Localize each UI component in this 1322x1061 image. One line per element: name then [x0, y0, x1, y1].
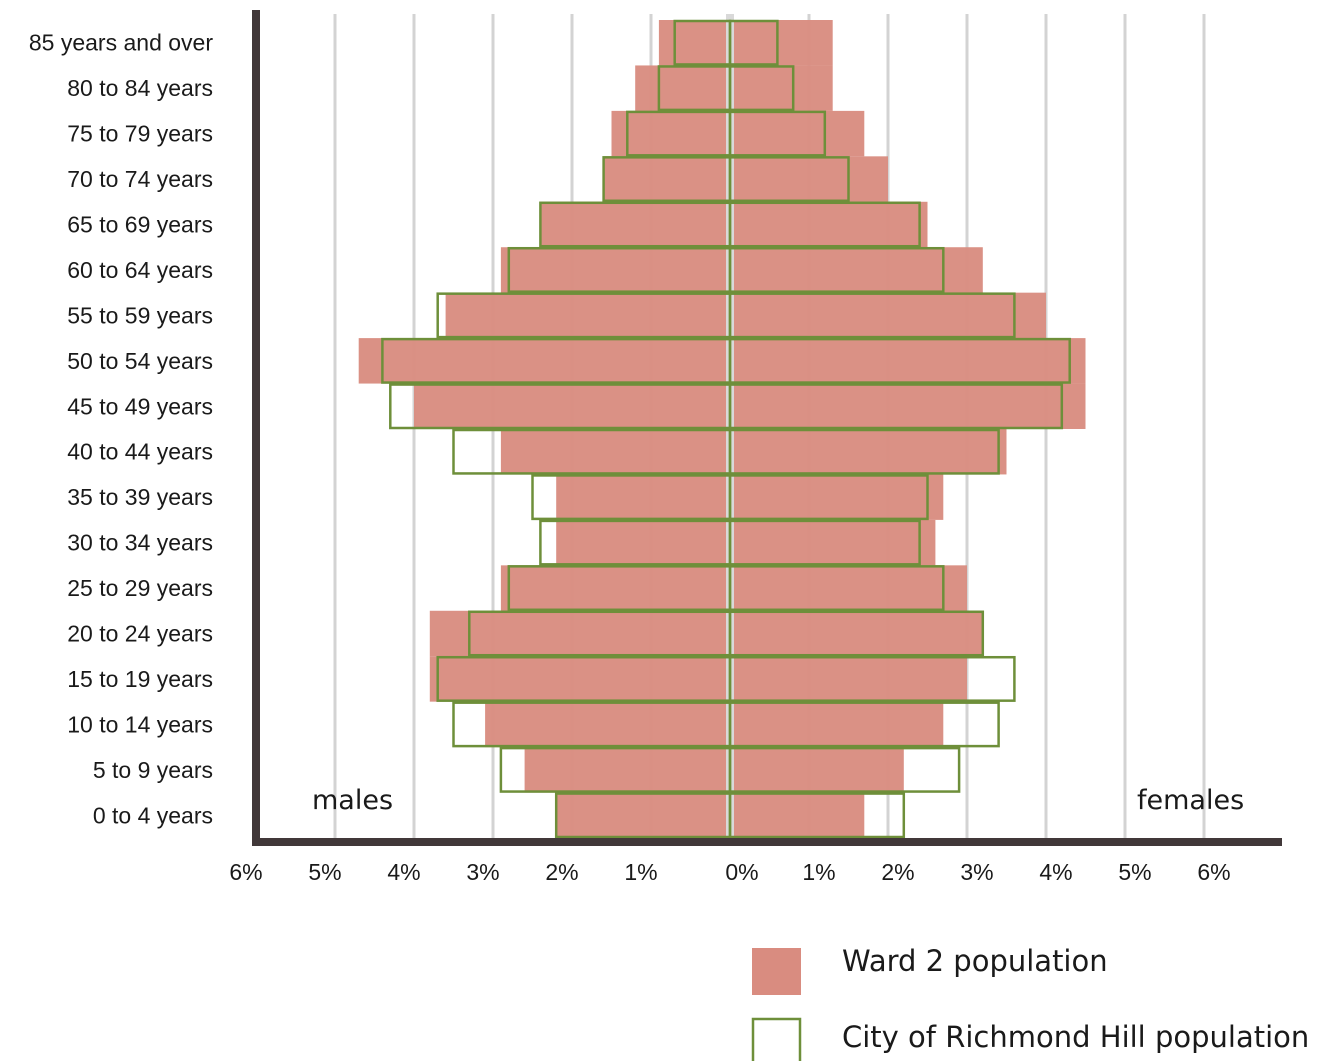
ward-2-male-bar — [485, 701, 730, 748]
axes — [252, 10, 1282, 846]
richmond-hill-female-outline — [728, 65, 795, 112]
x-tick-label: 4% — [387, 859, 420, 885]
age-group-label: 0 to 4 years — [93, 802, 213, 828]
richmond-hill-female-outline — [728, 19, 779, 66]
age-group-label: 80 to 84 years — [67, 75, 213, 101]
ward-2-female-bar — [730, 247, 983, 293]
x-tick-label: 4% — [1039, 859, 1072, 885]
age-group-label: 65 to 69 years — [67, 212, 213, 238]
ward-2-female-bar — [730, 519, 936, 566]
age-group-label: 25 to 29 years — [67, 575, 213, 601]
richmond-hill-female-outline — [728, 383, 1064, 430]
ward-2-male-bar — [556, 519, 730, 566]
richmond-hill-female-outline — [728, 792, 906, 839]
age-group-label: 75 to 79 years — [67, 121, 213, 147]
ward-2-male-bar — [540, 201, 730, 248]
x-tick-label: 1% — [802, 859, 835, 885]
age-group-label: 30 to 34 years — [67, 530, 213, 556]
ward-2-female-bar — [730, 65, 833, 111]
legend-label-ward-2: Ward 2 population — [842, 944, 1108, 978]
ward-2-male-bar — [556, 474, 730, 520]
x-tick-label: 5% — [308, 859, 341, 885]
x-tick-label: 2% — [545, 859, 578, 885]
ward-2-female-bar — [730, 701, 944, 748]
x-tick-label: 3% — [960, 859, 993, 885]
age-group-label: 55 to 59 years — [67, 302, 213, 328]
ward-2-male-bar — [603, 156, 730, 202]
x-tick-label: 5% — [1118, 859, 1151, 885]
ward-2-male-bar — [445, 292, 730, 339]
age-group-label: 10 to 14 years — [67, 711, 213, 737]
richmond-hill-female-outline — [728, 337, 1071, 384]
x-tick-label: 6% — [1197, 859, 1230, 885]
ward-2-male-bar — [635, 65, 730, 111]
legend-swatch-richmond-hill — [751, 1017, 802, 1061]
richmond-hill-outlines — [381, 19, 1071, 839]
age-group-label: 50 to 54 years — [67, 348, 213, 374]
richmond-hill-female-outline — [728, 246, 945, 293]
ward-2-female-bar — [730, 110, 865, 157]
ward-2-female-bar — [730, 656, 967, 702]
ward-2-male-bar — [658, 20, 730, 66]
ward-2-female-bar — [730, 474, 944, 520]
richmond-hill-female-outline — [728, 565, 945, 612]
ward-2-female-bar — [730, 201, 928, 248]
richmond-hill-female-outline — [728, 201, 921, 248]
ward-2-female-bar — [730, 156, 888, 202]
age-group-label: 60 to 64 years — [67, 257, 213, 283]
richmond-hill-female-outline — [728, 292, 1016, 339]
ward-2-male-bar — [414, 383, 730, 429]
age-group-label: 40 to 44 years — [67, 439, 213, 465]
age-group-label: 35 to 39 years — [67, 484, 213, 510]
age-group-label: 20 to 24 years — [67, 621, 213, 647]
richmond-hill-female-outline — [728, 655, 1016, 702]
age-group-label: 85 years and over — [29, 30, 213, 56]
richmond-hill-female-outline — [728, 474, 929, 521]
ward-2-female-bar — [730, 792, 865, 838]
richmond-hill-female-outline — [728, 610, 985, 657]
x-tick-label: 1% — [624, 859, 657, 885]
ward-2-male-bar — [500, 247, 730, 293]
richmond-hill-female-outline — [728, 701, 1000, 748]
ward-2-female-bar — [730, 20, 833, 66]
ward-2-male-bar — [429, 656, 730, 702]
x-tick-label: 3% — [466, 859, 499, 885]
ward-2-female-bar — [730, 383, 1086, 429]
ward-2-male-bar — [500, 429, 730, 475]
ward-2-male-bar — [358, 338, 730, 384]
age-group-label: 15 to 19 years — [67, 666, 213, 692]
x-tick-labels: 6% 5% 4% 3% 2% 1% 0% 1% 2% 3% 4% 5% 6% — [229, 859, 1230, 885]
ward-2-male-bar — [500, 565, 730, 611]
x-tick-label: 6% — [229, 859, 262, 885]
ward-2-female-bar — [730, 747, 904, 793]
richmond-hill-female-outline — [728, 519, 921, 566]
richmond-hill-female-outline — [728, 428, 1000, 475]
legend-label-richmond-hill: City of Richmond Hill population — [842, 1020, 1309, 1054]
females-label: females — [1137, 785, 1244, 816]
ward-2-male-bar — [524, 747, 730, 793]
ward-2-female-bar — [730, 429, 1007, 475]
ward-2-male-bar — [429, 610, 730, 657]
age-group-label: 45 to 49 years — [67, 393, 213, 419]
age-group-label: 70 to 74 years — [67, 166, 213, 192]
age-labels: 0 to 4 years 5 to 9 years 10 to 14 years 15… — [29, 30, 213, 829]
legend: Ward 2 population City of Richmond Hill … — [751, 944, 1309, 1061]
ward-2-female-bar — [730, 292, 1046, 339]
richmond-hill-female-outline — [728, 110, 827, 157]
x-tick-label: 2% — [881, 859, 914, 885]
legend-swatch-ward-2 — [752, 948, 801, 995]
ward-2-female-bar — [730, 565, 967, 611]
ward-2-male-bar — [556, 792, 730, 838]
males-label: males — [312, 785, 393, 816]
x-tick-label: 0% — [725, 859, 758, 885]
age-group-label: 5 to 9 years — [93, 757, 213, 783]
richmond-hill-female-outline — [728, 156, 850, 203]
ward-2-female-bar — [730, 338, 1086, 384]
ward-2-female-bar — [730, 610, 983, 657]
ward-2-bars — [358, 20, 1086, 838]
ward-2-male-bar — [611, 110, 730, 157]
richmond-hill-female-outline — [728, 746, 961, 793]
